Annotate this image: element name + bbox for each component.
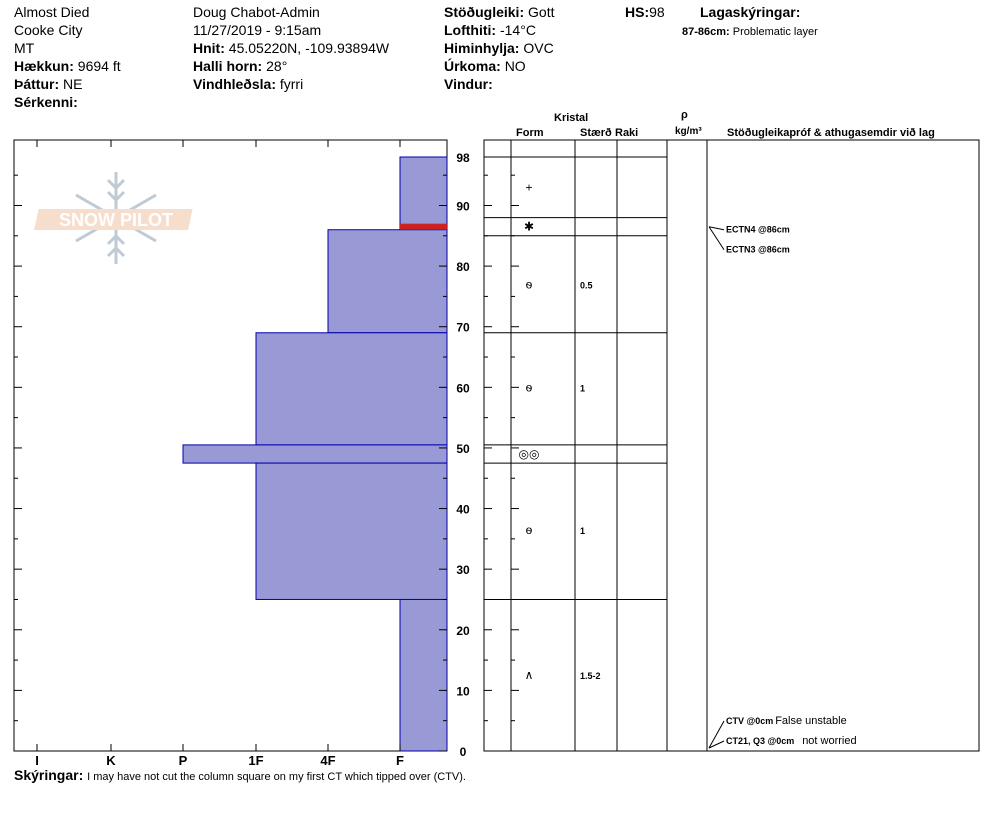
hs-field: HS:98 bbox=[625, 4, 665, 20]
depth-tick-label: 10 bbox=[456, 684, 470, 698]
comments-text: I may have not cut the column square on … bbox=[87, 771, 466, 783]
grain-form-+: + bbox=[525, 180, 532, 194]
air-temp-label: Lofthiti: bbox=[444, 22, 497, 38]
depth-tick-label: 70 bbox=[456, 321, 470, 335]
crystal-header: Kristal bbox=[554, 112, 589, 124]
grain-form-melt-forms: ◎◎ bbox=[519, 447, 540, 461]
aspect-label: Þáttur: bbox=[14, 76, 60, 92]
precip-value: NO bbox=[504, 58, 526, 74]
depth-tick-label: 0 bbox=[460, 745, 467, 759]
sky-field: Himinhylja: OVC bbox=[444, 40, 554, 56]
hs-value: 98 bbox=[649, 4, 665, 20]
hardness-tick-label: F bbox=[396, 753, 404, 768]
legend-text: Problematic layer bbox=[732, 26, 818, 38]
wind-loading-value: fyrri bbox=[279, 76, 304, 92]
tests-header: Stöðugleikapróf & athugasemdir við lag bbox=[727, 127, 935, 139]
depth-tick-label: 30 bbox=[456, 563, 470, 577]
comments-field: Skýringar: I may have not cut the column… bbox=[14, 767, 466, 785]
depth-tick-label: 80 bbox=[456, 260, 470, 274]
stability-value: Gott bbox=[528, 4, 555, 20]
coords-value: 45.05220N, -109.93894W bbox=[228, 40, 390, 56]
grain-size-label: 1.5-2 bbox=[580, 671, 601, 681]
test-comment: not worried bbox=[802, 735, 856, 747]
depth-tick-label: 98 bbox=[456, 151, 470, 165]
test-comment: False unstable bbox=[775, 715, 847, 727]
hardness-bar-1 bbox=[327, 229, 448, 334]
wind-loading-field: Vindhleðsla: fyrri bbox=[193, 76, 303, 92]
depth-tick-label: 90 bbox=[456, 199, 470, 213]
hardness-tick-label: 4F bbox=[320, 753, 335, 768]
grain-size-label: 1 bbox=[580, 383, 585, 393]
legend-label: Lagaskýringar: bbox=[700, 4, 801, 20]
hardness-tick-label: K bbox=[106, 753, 116, 768]
observation-datetime: 11/27/2019 - 9:15am bbox=[193, 22, 322, 38]
test-result: CT21, Q3 @0cm bbox=[726, 736, 794, 746]
coords-label: Hnit: bbox=[193, 40, 225, 56]
grain-form-surface-hoar: ✱ bbox=[524, 220, 534, 234]
stability-field: Stöðugleiki: Gott bbox=[444, 4, 554, 20]
test-leader-line bbox=[708, 226, 725, 231]
problematic-layer-mark bbox=[400, 223, 447, 230]
elevation-field: Hækkun: 9694 ft bbox=[14, 58, 121, 74]
precip-field: Úrkoma: NO bbox=[444, 58, 526, 74]
test-leader-line bbox=[708, 226, 725, 251]
area-name: Cooke City bbox=[14, 22, 83, 38]
density-symbol: ρ bbox=[681, 109, 688, 121]
location-name: Almost Died bbox=[14, 4, 90, 20]
test-leader-line bbox=[708, 720, 725, 749]
wind-label: Vindur: bbox=[444, 76, 493, 92]
hardness-tick-label: 1F bbox=[248, 753, 263, 768]
hardness-bar-5 bbox=[399, 598, 448, 752]
depth-tick-label: 40 bbox=[456, 503, 470, 517]
form-header: Form bbox=[516, 127, 544, 139]
grain-form-faceted-rounded: ѳ bbox=[526, 277, 533, 291]
depth-tick-label: 50 bbox=[456, 442, 470, 456]
layer-table bbox=[483, 139, 980, 752]
air-temp-value: -14°C bbox=[499, 22, 536, 38]
sky-value: OVC bbox=[523, 40, 554, 56]
moisture-header: Raki bbox=[615, 125, 639, 141]
test-result: ECTN3 @86cm bbox=[726, 245, 790, 255]
elevation-label: Hækkun: bbox=[14, 58, 74, 74]
grain-form-depth-hoar: ∧ bbox=[525, 668, 534, 682]
slope-label: Halli horn: bbox=[193, 58, 263, 74]
air-temp-field: Lofthiti: -14°C bbox=[444, 22, 536, 38]
grain-form-faceted-rounded: ѳ bbox=[526, 523, 533, 537]
grain-form-faceted-rounded: ѳ bbox=[526, 380, 533, 394]
comments-label: Skýringar: bbox=[14, 767, 84, 783]
test-result: ECTN4 @86cm bbox=[726, 225, 790, 235]
hardness-tick-label: P bbox=[179, 753, 188, 768]
legend-entry: 87-86cm: Problematic layer bbox=[682, 24, 818, 40]
features-label: Sérkenni: bbox=[14, 94, 78, 110]
hs-label: HS: bbox=[625, 4, 650, 20]
hardness-bar-4 bbox=[255, 462, 448, 600]
aspect-field: Þáttur: NE bbox=[14, 76, 82, 92]
depth-tick-label: 60 bbox=[456, 381, 470, 395]
slope-value: 28° bbox=[266, 58, 288, 74]
precip-label: Úrkoma: bbox=[444, 58, 501, 74]
sky-label: Himinhylja: bbox=[444, 40, 520, 56]
test-result: CTV @0cm bbox=[726, 716, 773, 726]
state-name: MT bbox=[14, 40, 35, 56]
test-leader-line bbox=[708, 740, 725, 749]
density-unit: kg/m³ bbox=[675, 126, 702, 137]
size-header: Stærð bbox=[580, 127, 612, 139]
depth-tick-label: 20 bbox=[456, 624, 470, 638]
hardness-bar-2 bbox=[255, 332, 448, 446]
grain-size-label: 0.5 bbox=[580, 280, 593, 290]
grain-size-label: 1 bbox=[580, 526, 585, 536]
hardness-bar-0 bbox=[399, 156, 448, 231]
hardness-bar-3 bbox=[182, 444, 448, 464]
observer-name: Doug Chabot-Admin bbox=[193, 4, 320, 20]
wind-loading-label: Vindhleðsla: bbox=[193, 76, 276, 92]
coords-field: Hnit: 45.05220N, -109.93894W bbox=[193, 40, 389, 56]
elevation-value: 9694 ft bbox=[77, 58, 121, 74]
slope-field: Halli horn: 28° bbox=[193, 58, 287, 74]
legend-range: 87-86cm: bbox=[682, 26, 730, 38]
stability-label: Stöðugleiki: bbox=[444, 4, 525, 20]
hardness-tick-label: I bbox=[35, 753, 39, 768]
aspect-value: NE bbox=[63, 76, 83, 92]
